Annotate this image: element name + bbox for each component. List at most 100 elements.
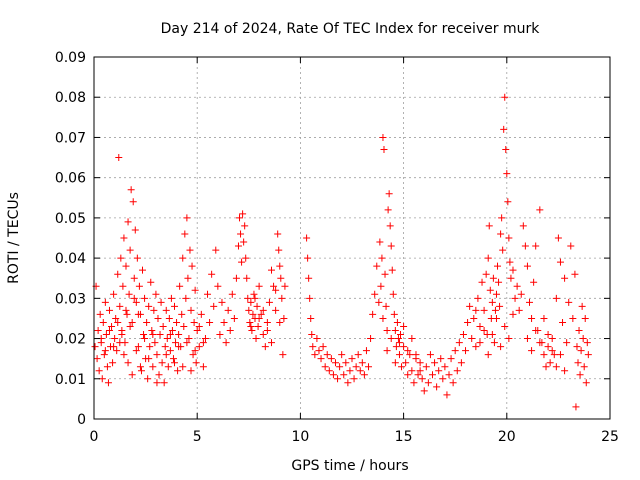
data-point: [381, 270, 389, 278]
data-point: [220, 318, 228, 326]
data-point: [199, 339, 207, 347]
data-point: [208, 270, 216, 278]
data-point: [494, 262, 502, 270]
data-point: [581, 314, 589, 322]
data-point: [334, 375, 342, 383]
data-point: [433, 383, 441, 391]
data-point: [559, 318, 567, 326]
data-point: [532, 327, 540, 335]
data-point: [356, 367, 364, 375]
data-point: [108, 322, 116, 330]
data-point: [170, 359, 178, 367]
data-point: [99, 318, 107, 326]
data-point: [398, 363, 406, 371]
data-point: [146, 343, 154, 351]
data-point: [424, 379, 432, 387]
data-point: [501, 322, 509, 330]
data-point: [336, 363, 344, 371]
data-point: [410, 379, 418, 387]
data-point: [176, 282, 184, 290]
data-point: [172, 339, 180, 347]
data-point: [173, 318, 181, 326]
data-point: [484, 351, 492, 359]
data-point: [584, 351, 592, 359]
data-point: [274, 230, 282, 238]
data-point: [254, 322, 262, 330]
data-point: [141, 335, 149, 343]
axis-ticks: 0 5 10 15 20 25 0 0.01 0.02 0.03 0.04 0.05 0.06 0.07 0…: [55, 50, 619, 445]
data-point: [565, 298, 573, 306]
data-point: [476, 322, 484, 330]
data-point: [309, 343, 317, 351]
data-point: [158, 359, 166, 367]
data-point: [153, 351, 161, 359]
data-point: [412, 351, 420, 359]
data-point: [484, 254, 492, 262]
data-point: [116, 339, 124, 347]
data-point: [389, 290, 397, 298]
data-point: [129, 198, 137, 206]
data-point: [117, 254, 125, 262]
data-point: [140, 331, 148, 339]
data-point: [542, 363, 550, 371]
data-point: [255, 282, 263, 290]
data-point: [431, 359, 439, 367]
data-point: [388, 266, 396, 274]
data-point: [346, 367, 354, 375]
y-tick-label: 0.07: [55, 130, 86, 146]
data-point: [149, 363, 157, 371]
data-point: [422, 363, 430, 371]
data-point: [379, 133, 387, 141]
y-tick-label: 0: [77, 412, 86, 428]
data-point: [210, 302, 218, 310]
data-point: [245, 306, 253, 314]
data-point: [490, 339, 498, 347]
data-point: [426, 351, 434, 359]
data-point: [201, 335, 209, 343]
data-point: [153, 379, 161, 387]
data-point: [144, 375, 152, 383]
data-point: [472, 306, 480, 314]
data-point: [491, 306, 499, 314]
data-point: [513, 282, 521, 290]
data-point: [395, 351, 403, 359]
data-point: [228, 290, 236, 298]
data-point: [126, 322, 134, 330]
data-point: [536, 339, 544, 347]
data-point: [503, 170, 511, 178]
data-point: [263, 327, 271, 335]
data-point: [459, 331, 467, 339]
data-point: [124, 359, 132, 367]
y-tick-label: 0.06: [55, 171, 86, 187]
data-point: [123, 310, 131, 318]
data-point: [392, 343, 400, 351]
data-point: [183, 339, 191, 347]
data-point: [495, 278, 503, 286]
data-point: [393, 318, 401, 326]
data-point: [371, 290, 379, 298]
data-point: [504, 198, 512, 206]
data-point: [387, 335, 395, 343]
data-point: [505, 234, 513, 242]
data-point: [509, 266, 517, 274]
data-point: [101, 298, 109, 306]
data-point: [453, 367, 461, 375]
data-point: [113, 347, 121, 355]
data-point: [187, 306, 195, 314]
data-point: [550, 351, 558, 359]
data-point: [406, 351, 414, 359]
data-point: [556, 351, 564, 359]
data-point: [457, 359, 465, 367]
data-point: [556, 258, 564, 266]
data-point: [125, 290, 133, 298]
data-point: [151, 339, 159, 347]
data-point: [416, 359, 424, 367]
data-point: [576, 371, 584, 379]
data-point: [528, 347, 536, 355]
data-point: [385, 190, 393, 198]
data-point: [130, 294, 138, 302]
data-point: [488, 298, 496, 306]
data-point: [147, 278, 155, 286]
chart-title: Day 214 of 2024, Rate Of TEC Index for r…: [161, 21, 541, 37]
y-axis-label: ROTI / TECUs: [6, 192, 22, 284]
